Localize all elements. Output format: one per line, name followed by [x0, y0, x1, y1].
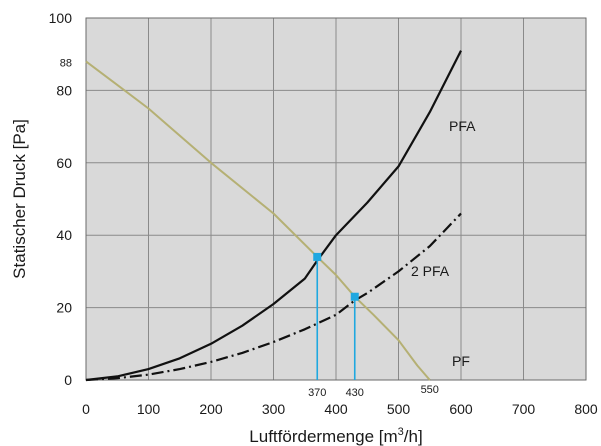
- y-tick-label: 40: [56, 227, 72, 243]
- y-tick-label: 0: [64, 372, 72, 388]
- x-tick-label: 400: [324, 401, 348, 417]
- y-tick-label: 60: [56, 155, 72, 171]
- x-tick-label: 800: [574, 401, 598, 417]
- y-tick-label: 20: [56, 300, 72, 316]
- x-tick-label: 300: [262, 401, 286, 417]
- x-tick-label: 0: [82, 401, 90, 417]
- curve-label-pfa: PFA: [449, 118, 476, 134]
- marker-point-430: [350, 292, 359, 301]
- y-axis-title: Statischer Druck [Pa]: [10, 119, 29, 279]
- marker-point-370: [313, 252, 322, 261]
- curve-label-2-pfa: 2 PFA: [411, 263, 450, 279]
- y-tick-label: 100: [49, 10, 73, 26]
- annotation-550: 550: [421, 384, 439, 396]
- y-tick-label: 80: [56, 82, 72, 98]
- marker-label-370: 370: [308, 387, 326, 399]
- series-pfa: [85, 50, 462, 382]
- labels: 370 430 550 PFA 2 PFA PF Luftfördermenge [m3/h…: [10, 118, 476, 446]
- series-2-pfa: [85, 212, 462, 382]
- x-tick-label: 500: [387, 401, 411, 417]
- x-ticks: 0 100 200 300 400 500 600 700 800: [82, 401, 598, 417]
- x-axis-title: Luftfördermenge [m3/h]: [249, 426, 422, 446]
- grid: [85, 17, 587, 381]
- curve-label-pf: PF: [452, 353, 470, 369]
- x-tick-label: 700: [512, 401, 536, 417]
- y-ticks: 0 20 40 60 80 100 88: [49, 10, 73, 388]
- plot-frame: [85, 17, 587, 381]
- y-tick-label-88: 88: [60, 57, 72, 69]
- x-tick-label: 200: [199, 401, 223, 417]
- marker-label-430: 430: [346, 387, 364, 399]
- x-tick-label: 600: [449, 401, 473, 417]
- x-tick-label: 100: [137, 401, 161, 417]
- curves: [85, 50, 462, 382]
- marker-guides: [313, 252, 359, 380]
- series-pf: [85, 60, 431, 381]
